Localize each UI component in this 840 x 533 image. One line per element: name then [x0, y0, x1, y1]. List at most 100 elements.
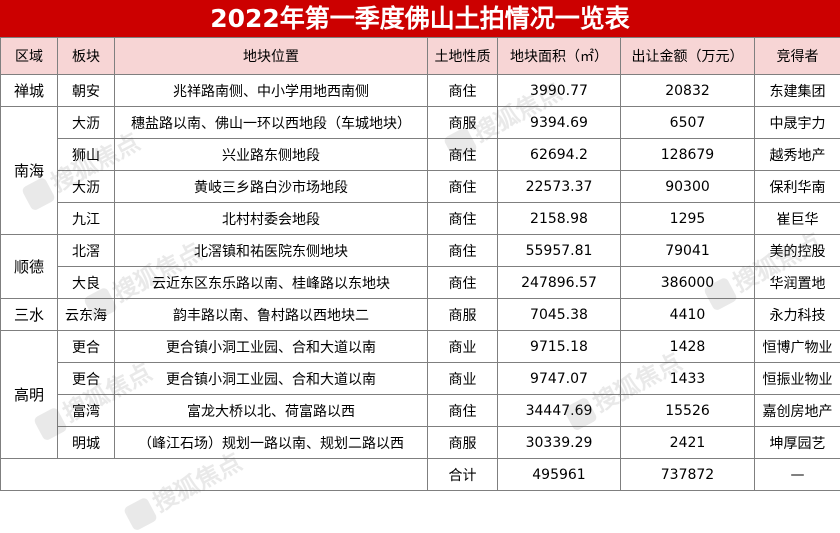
winner-cell: 美的控股 — [755, 235, 840, 267]
table-row: 明城 （峰江石场）规划一路以南、规划二路以西 商服 30339.29 2421 … — [1, 427, 840, 459]
location-cell: 北村村委会地段 — [115, 203, 428, 235]
winner-cell: 恒博广物业 — [755, 331, 840, 363]
amount-cell: 1433 — [621, 363, 755, 395]
table-row: 三水 云东海 韵丰路以南、鲁村路以西地块二 商服 7045.38 4410 永力… — [1, 299, 840, 331]
location-cell: 更合镇小洞工业园、合和大道以南 — [115, 331, 428, 363]
location-cell: 韵丰路以南、鲁村路以西地块二 — [115, 299, 428, 331]
area-cell: 7045.38 — [498, 299, 621, 331]
location-cell: 富龙大桥以北、荷富路以西 — [115, 395, 428, 427]
winner-cell: 东建集团 — [755, 75, 840, 107]
header-winner: 竞得者 — [755, 38, 840, 75]
table-row: 大沥 黄岐三乡路白沙市场地段 商住 22573.37 90300 保利华南 — [1, 171, 840, 203]
block-cell: 更合 — [58, 363, 115, 395]
area-cell: 2158.98 — [498, 203, 621, 235]
nature-cell: 商住 — [428, 203, 498, 235]
total-blank-cell — [1, 459, 428, 491]
amount-cell: 79041 — [621, 235, 755, 267]
winner-cell: 越秀地产 — [755, 139, 840, 171]
block-cell: 北滘 — [58, 235, 115, 267]
table-row: 南海 大沥 穗盐路以南、佛山一环以西地段（车城地块） 商服 9394.69 65… — [1, 107, 840, 139]
block-cell: 九江 — [58, 203, 115, 235]
total-winner: — — [755, 459, 840, 491]
table-row: 禅城 朝安 兆祥路南侧、中小学用地西南侧 商住 3990.77 20832 东建… — [1, 75, 840, 107]
winner-cell: 恒振业物业 — [755, 363, 840, 395]
location-cell: （峰江石场）规划一路以南、规划二路以西 — [115, 427, 428, 459]
winner-cell: 保利华南 — [755, 171, 840, 203]
location-cell: 更合镇小洞工业园、合和大道以南 — [115, 363, 428, 395]
region-cell: 三水 — [1, 299, 58, 331]
header-nature: 土地性质 — [428, 38, 498, 75]
table-row: 大良 云近东区东乐路以南、桂峰路以东地块 商住 247896.57 386000… — [1, 267, 840, 299]
nature-cell: 商服 — [428, 427, 498, 459]
winner-cell: 华润置地 — [755, 267, 840, 299]
amount-cell: 386000 — [621, 267, 755, 299]
block-cell: 大沥 — [58, 171, 115, 203]
land-auction-sheet: 2022年第一季度佛山土拍情况一览表 区域 板块 地块位置 土地性质 地块面积（… — [0, 0, 840, 510]
nature-cell: 商住 — [428, 267, 498, 299]
area-cell: 9715.18 — [498, 331, 621, 363]
nature-cell: 商住 — [428, 395, 498, 427]
region-cell: 南海 — [1, 107, 58, 235]
area-cell: 34447.69 — [498, 395, 621, 427]
winner-cell: 嘉创房地产 — [755, 395, 840, 427]
area-cell: 22573.37 — [498, 171, 621, 203]
total-label: 合计 — [428, 459, 498, 491]
amount-cell: 1295 — [621, 203, 755, 235]
amount-cell: 128679 — [621, 139, 755, 171]
location-cell: 兆祥路南侧、中小学用地西南侧 — [115, 75, 428, 107]
nature-cell: 商住 — [428, 75, 498, 107]
amount-cell: 15526 — [621, 395, 755, 427]
block-cell: 云东海 — [58, 299, 115, 331]
header-area: 地块面积（㎡） — [498, 38, 621, 75]
header-amount: 出让金额（万元） — [621, 38, 755, 75]
area-cell: 247896.57 — [498, 267, 621, 299]
table-row: 狮山 兴业路东侧地段 商住 62694.2 128679 越秀地产 — [1, 139, 840, 171]
block-cell: 大良 — [58, 267, 115, 299]
area-cell: 9394.69 — [498, 107, 621, 139]
block-cell: 富湾 — [58, 395, 115, 427]
nature-cell: 商住 — [428, 171, 498, 203]
block-cell: 明城 — [58, 427, 115, 459]
winner-cell: 永力科技 — [755, 299, 840, 331]
area-cell: 30339.29 — [498, 427, 621, 459]
area-cell: 55957.81 — [498, 235, 621, 267]
location-cell: 北滘镇和祐医院东侧地块 — [115, 235, 428, 267]
nature-cell: 商住 — [428, 139, 498, 171]
amount-cell: 6507 — [621, 107, 755, 139]
area-cell: 62694.2 — [498, 139, 621, 171]
header-row: 区域 板块 地块位置 土地性质 地块面积（㎡） 出让金额（万元） 竞得者 — [1, 38, 840, 75]
nature-cell: 商业 — [428, 363, 498, 395]
table-row: 富湾 富龙大桥以北、荷富路以西 商住 34447.69 15526 嘉创房地产 — [1, 395, 840, 427]
header-location: 地块位置 — [115, 38, 428, 75]
header-region: 区域 — [1, 38, 58, 75]
region-cell: 顺德 — [1, 235, 58, 299]
location-cell: 穗盐路以南、佛山一环以西地段（车城地块） — [115, 107, 428, 139]
amount-cell: 1428 — [621, 331, 755, 363]
amount-cell: 2421 — [621, 427, 755, 459]
amount-cell: 4410 — [621, 299, 755, 331]
region-cell: 禅城 — [1, 75, 58, 107]
nature-cell: 商服 — [428, 299, 498, 331]
block-cell: 大沥 — [58, 107, 115, 139]
table-row: 九江 北村村委会地段 商住 2158.98 1295 崔巨华 — [1, 203, 840, 235]
table-row: 高明 更合 更合镇小洞工业园、合和大道以南 商业 9715.18 1428 恒博… — [1, 331, 840, 363]
table-row: 更合 更合镇小洞工业园、合和大道以南 商业 9747.07 1433 恒振业物业 — [1, 363, 840, 395]
block-cell: 更合 — [58, 331, 115, 363]
nature-cell: 商住 — [428, 235, 498, 267]
total-area: 495961 — [498, 459, 621, 491]
block-cell: 狮山 — [58, 139, 115, 171]
winner-cell: 中晟宇力 — [755, 107, 840, 139]
table-row: 顺德 北滘 北滘镇和祐医院东侧地块 商住 55957.81 79041 美的控股 — [1, 235, 840, 267]
table-title: 2022年第一季度佛山土拍情况一览表 — [0, 0, 840, 37]
total-row: 合计 495961 737872 — — [1, 459, 840, 491]
amount-cell: 90300 — [621, 171, 755, 203]
location-cell: 黄岐三乡路白沙市场地段 — [115, 171, 428, 203]
header-block: 板块 — [58, 38, 115, 75]
region-cell: 高明 — [1, 331, 58, 459]
nature-cell: 商业 — [428, 331, 498, 363]
winner-cell: 坤厚园艺 — [755, 427, 840, 459]
total-amount: 737872 — [621, 459, 755, 491]
area-cell: 3990.77 — [498, 75, 621, 107]
location-cell: 云近东区东乐路以南、桂峰路以东地块 — [115, 267, 428, 299]
area-cell: 9747.07 — [498, 363, 621, 395]
